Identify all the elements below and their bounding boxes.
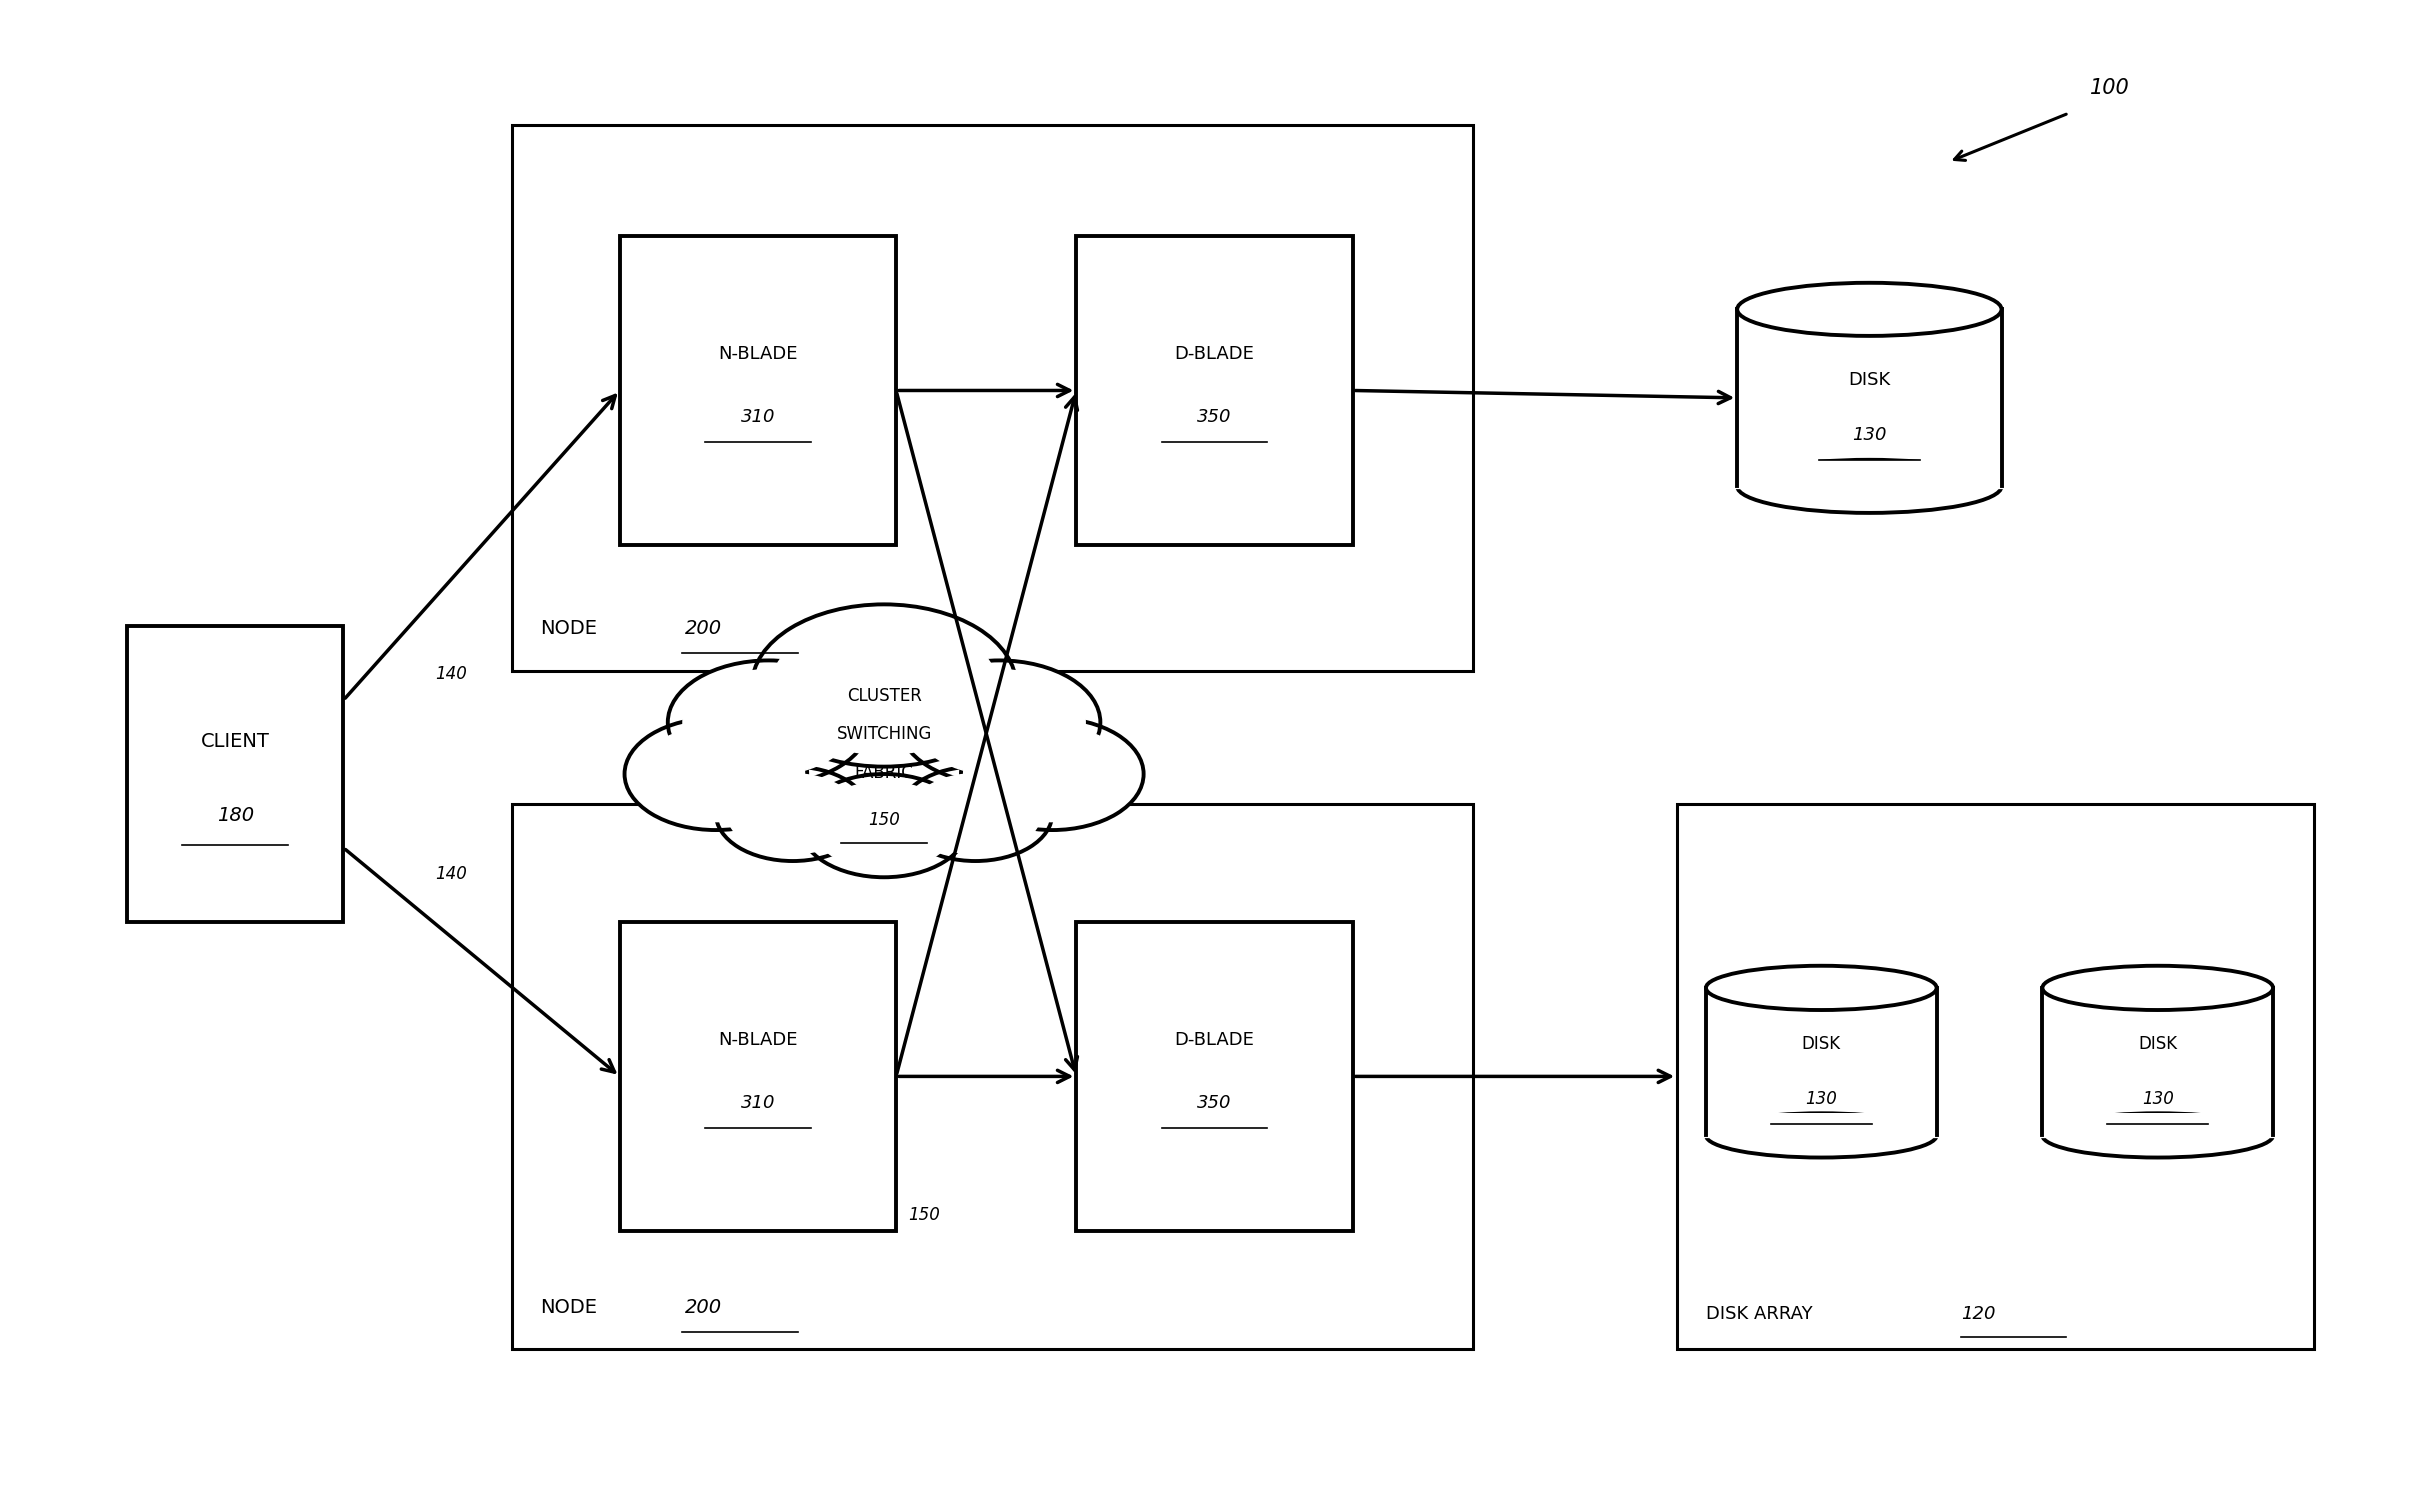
Bar: [1076, 235, 1354, 545]
Text: 200: 200: [684, 619, 723, 639]
Circle shape: [911, 774, 1042, 855]
Text: 130: 130: [1851, 426, 1888, 444]
Text: 310: 310: [740, 408, 776, 426]
Circle shape: [752, 605, 1015, 767]
Text: 350: 350: [1196, 1094, 1233, 1112]
Bar: [619, 922, 897, 1231]
Circle shape: [667, 661, 870, 785]
Bar: [1738, 310, 2001, 487]
Ellipse shape: [2042, 1114, 2272, 1157]
Text: 150: 150: [868, 810, 899, 829]
Bar: [1702, 1114, 1941, 1136]
Text: 350: 350: [1196, 408, 1233, 426]
Circle shape: [812, 782, 955, 870]
Bar: [1706, 987, 1936, 1136]
Bar: [128, 627, 343, 922]
Text: 200: 200: [684, 1298, 723, 1316]
Text: N-BLADE: N-BLADE: [718, 344, 798, 363]
Text: DISK ARRAY: DISK ARRAY: [1706, 1304, 1813, 1322]
Text: D-BLADE: D-BLADE: [1175, 344, 1254, 363]
Text: DISK: DISK: [2139, 1035, 2178, 1053]
Text: CLIENT: CLIENT: [201, 733, 271, 750]
Bar: [1076, 922, 1354, 1231]
Ellipse shape: [1738, 460, 2001, 512]
Text: 100: 100: [2091, 77, 2129, 98]
Bar: [1677, 804, 2313, 1349]
Ellipse shape: [1706, 966, 1936, 1010]
Text: 180: 180: [218, 806, 254, 825]
Bar: [1733, 460, 2006, 487]
Circle shape: [728, 774, 858, 855]
Text: 140: 140: [435, 664, 466, 682]
Text: FABRIC: FABRIC: [856, 764, 914, 782]
Text: DISK: DISK: [1849, 371, 1890, 389]
Circle shape: [684, 670, 856, 776]
Bar: [2042, 987, 2272, 1136]
Text: 130: 130: [1805, 1090, 1837, 1108]
Text: 150: 150: [909, 1206, 940, 1224]
Circle shape: [624, 718, 807, 829]
Circle shape: [715, 767, 870, 861]
Ellipse shape: [1738, 283, 2001, 337]
Text: 310: 310: [740, 1094, 776, 1112]
Text: DISK: DISK: [1801, 1035, 1842, 1053]
Text: 120: 120: [1960, 1304, 1994, 1322]
Circle shape: [914, 670, 1085, 776]
Text: D-BLADE: D-BLADE: [1175, 1030, 1254, 1048]
Text: 130: 130: [2141, 1090, 2173, 1108]
Bar: [2038, 1114, 2277, 1136]
Circle shape: [962, 718, 1143, 829]
Circle shape: [899, 767, 1051, 861]
Ellipse shape: [2042, 966, 2272, 1010]
Text: CLUSTER: CLUSTER: [846, 686, 921, 704]
Circle shape: [899, 661, 1100, 785]
Bar: [512, 804, 1472, 1349]
Ellipse shape: [1706, 1114, 1936, 1157]
Bar: [512, 125, 1472, 670]
Circle shape: [800, 774, 969, 877]
Circle shape: [638, 727, 793, 822]
Bar: [619, 235, 897, 545]
Text: NODE: NODE: [541, 619, 597, 639]
Text: N-BLADE: N-BLADE: [718, 1030, 798, 1048]
Text: 140: 140: [435, 865, 466, 883]
Text: NODE: NODE: [541, 1298, 597, 1316]
Text: SWITCHING: SWITCHING: [836, 725, 933, 743]
Circle shape: [771, 616, 996, 755]
Circle shape: [974, 727, 1129, 822]
